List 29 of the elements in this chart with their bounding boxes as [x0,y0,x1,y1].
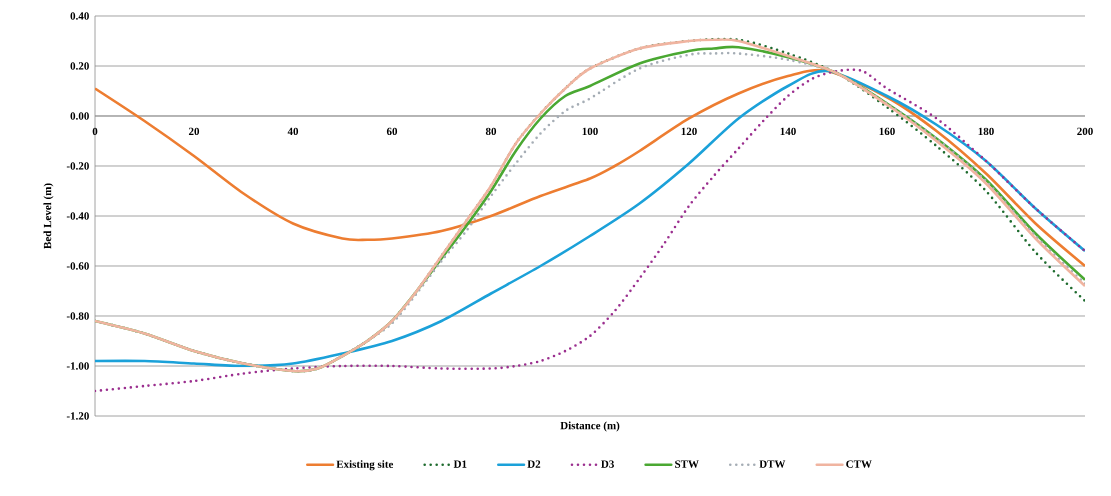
y-tick-label: -0.80 [66,312,89,320]
x-tick-label: 40 [287,127,299,136]
y-tick-label: 0.20 [70,62,89,70]
x-axis-title: Distance (m) [560,421,620,432]
y-tick-label: -1.20 [66,412,89,420]
x-tick-label: 140 [780,127,796,136]
x-tick-label: 20 [188,127,200,136]
y-tick-label: -0.20 [66,162,89,170]
legend-label: Existing site [336,460,394,471]
y-tick-label: 0.40 [70,12,89,20]
y-axis-title: Bed Level (m) [43,183,54,249]
legend-label: D3 [601,460,614,468]
y-tick-label: -1.00 [66,362,89,370]
legend-label: D1 [453,460,467,468]
legend-label: DTW [759,460,786,468]
legend-label: CTW [846,460,872,468]
y-tick-label: -0.60 [66,262,89,270]
x-tick-label: 180 [978,127,994,136]
x-tick-label: 160 [879,127,895,136]
x-tick-label: 80 [485,127,497,136]
legend-label: STW [675,460,699,468]
x-tick-label: 100 [582,127,598,136]
x-tick-label: 200 [1077,127,1093,136]
x-tick-label: 60 [386,127,398,136]
y-tick-label: 0.00 [70,112,89,120]
x-tick-label: 0 [92,127,98,136]
legend-label: D2 [527,460,541,468]
y-tick-label: -0.40 [66,212,89,220]
x-tick-label: 120 [681,127,697,136]
